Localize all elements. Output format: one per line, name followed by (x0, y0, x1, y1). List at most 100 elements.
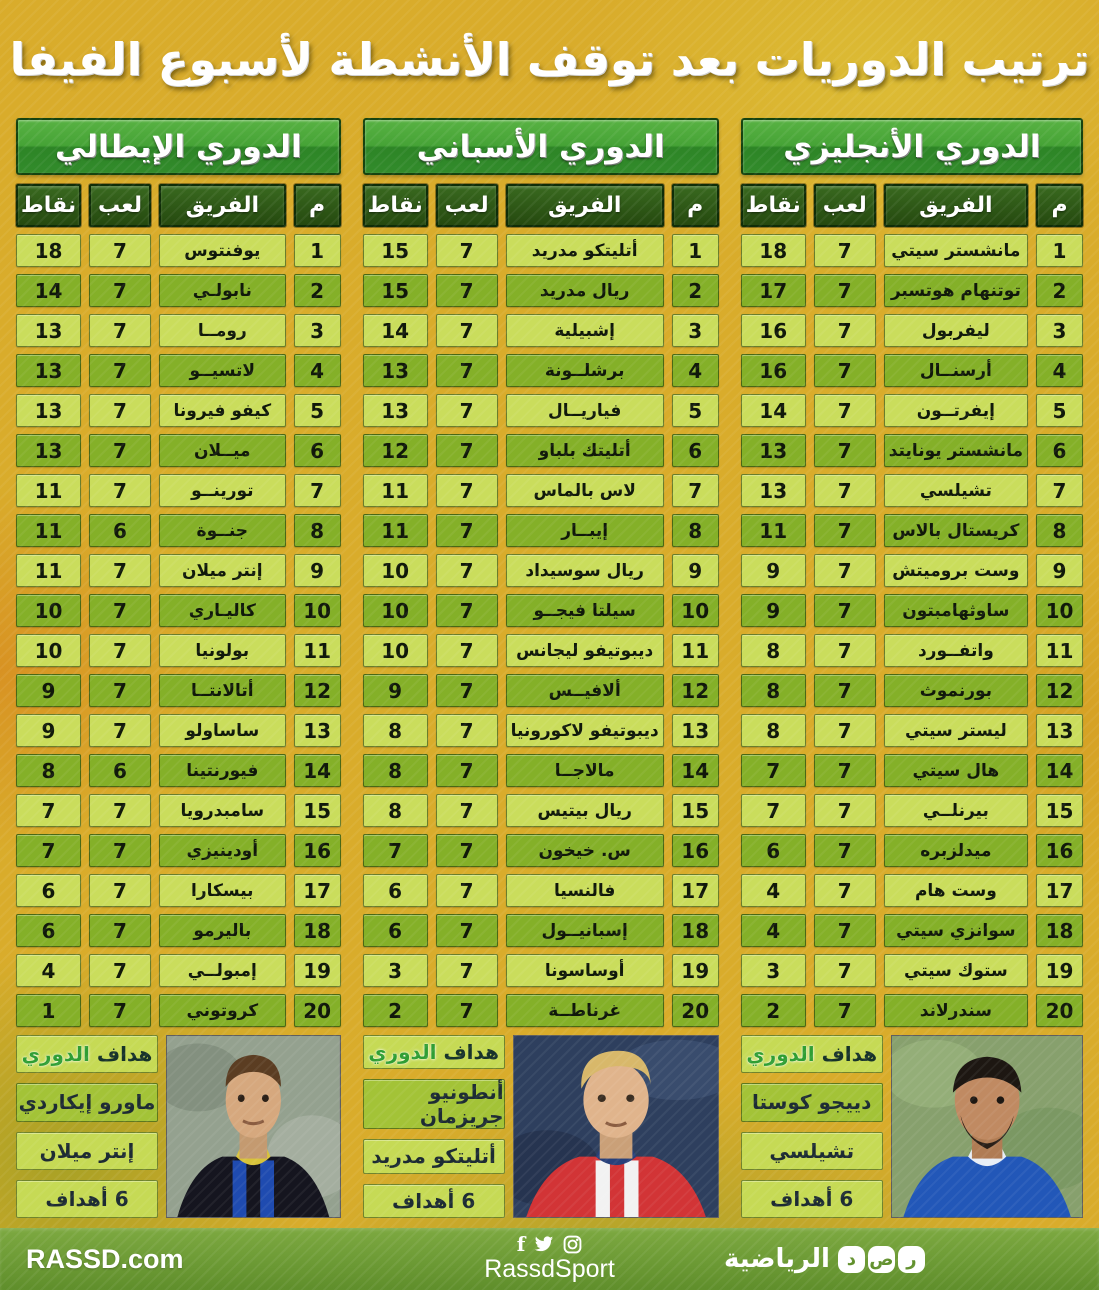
team-cell: س. خيخون (505, 834, 664, 867)
table-row: 10 كاليـاري 7 10 (16, 594, 341, 627)
table-row: 3 إشبيلية 7 14 (362, 314, 719, 347)
rank-cell: 4 (671, 354, 719, 387)
scorer-heading-word1: هداف (96, 1042, 153, 1067)
played-cell: 7 (813, 674, 876, 707)
rank-cell: 20 (671, 994, 719, 1027)
rank-cell: 16 (671, 834, 719, 867)
table-row: 2 ريال مدريد 7 15 (362, 274, 719, 307)
rank-cell: 9 (671, 554, 719, 587)
rank-cell: 10 (1036, 594, 1083, 627)
rank-cell: 10 (671, 594, 719, 627)
table-row: 13 ساساولو 7 9 (16, 714, 341, 747)
column-header-points: نقاط (362, 184, 428, 227)
instagram-icon (563, 1235, 582, 1253)
rank-cell: 7 (1036, 474, 1083, 507)
league-panel-spanish: الدوري الأسباني م الفريق لعب نقاط 1 أتليت… (362, 118, 719, 1218)
team-cell: إنتر ميلان (159, 554, 286, 587)
scorer-heading: هداف الدوري (16, 1035, 158, 1074)
rank-cell: 16 (293, 834, 341, 867)
played-cell: 7 (89, 794, 151, 827)
team-cell: وست هام (883, 874, 1028, 907)
rank-cell: 1 (293, 234, 341, 267)
rank-cell: 15 (293, 794, 341, 827)
points-cell: 16 (740, 354, 806, 387)
twitter-icon (535, 1235, 554, 1251)
league-title: الدوري الإيطالي (16, 118, 341, 175)
team-cell: إمبولــي (159, 954, 286, 987)
brand-letter-boxes: ر ص د (837, 1245, 925, 1273)
rank-cell: 7 (671, 474, 719, 507)
rank-cell: 4 (293, 354, 341, 387)
site-url: RASSD.com (26, 1243, 184, 1274)
team-cell: أتليتك بلباو (505, 434, 664, 467)
points-cell: 8 (16, 754, 81, 787)
team-cell: باليرمو (159, 914, 286, 947)
points-cell: 10 (362, 554, 428, 587)
points-cell: 8 (362, 754, 428, 787)
team-cell: أوساسونا (505, 954, 664, 987)
rank-cell: 2 (1036, 274, 1083, 307)
team-cell: برشلــونة (505, 354, 664, 387)
played-cell: 7 (89, 354, 151, 387)
team-cell: هال سيتي (883, 754, 1028, 787)
points-cell: 13 (362, 354, 428, 387)
rank-cell: 19 (1036, 954, 1083, 987)
brand-letter: ص (867, 1245, 895, 1273)
played-cell: 7 (813, 314, 876, 347)
team-cell: لاس بالماس (505, 474, 664, 507)
table-row: 7 لاس بالماس 7 11 (362, 474, 719, 507)
played-cell: 7 (813, 874, 876, 907)
points-cell: 11 (740, 514, 806, 547)
footer-bar: RASSD.com f RassdSport ر ص د الرياضية (0, 1228, 1099, 1290)
team-cell: يوفنتوس (159, 234, 286, 267)
played-cell: 7 (89, 714, 151, 747)
rank-cell: 16 (1036, 834, 1083, 867)
table-row: 11 بولونيا 7 10 (16, 634, 341, 667)
team-cell: سوانزي سيتي (883, 914, 1028, 947)
rank-cell: 8 (671, 514, 719, 547)
team-cell: ديبوتيفو ليجانس (505, 634, 664, 667)
team-cell: أودينيزي (159, 834, 286, 867)
rank-cell: 17 (293, 874, 341, 907)
played-cell: 7 (89, 274, 151, 307)
played-cell: 7 (813, 914, 876, 947)
played-cell: 7 (435, 514, 498, 547)
team-cell: بولونيا (159, 634, 286, 667)
played-cell: 7 (813, 434, 876, 467)
rank-cell: 11 (293, 634, 341, 667)
table-row: 20 سندرلاند 7 2 (740, 994, 1083, 1027)
table-row: 4 لاتسيــو 7 13 (16, 354, 341, 387)
team-cell: إشبيلية (505, 314, 664, 347)
table-row: 4 أرسنــال 7 16 (740, 354, 1083, 387)
column-header-played: لعب (89, 184, 151, 227)
team-cell: نابولـي (159, 274, 286, 307)
rank-cell: 12 (1036, 674, 1083, 707)
rank-cell: 20 (293, 994, 341, 1027)
facebook-icon: f (516, 1232, 526, 1256)
team-cell: أرسنــال (883, 354, 1028, 387)
points-cell: 12 (362, 434, 428, 467)
team-cell: ديبوتيفو لاكورونيا (505, 714, 664, 747)
played-cell: 7 (813, 234, 876, 267)
rank-cell: 2 (293, 274, 341, 307)
points-cell: 13 (16, 394, 81, 427)
table-row: 14 فيورنتينا 6 8 (16, 754, 341, 787)
team-cell: سيلتا فيجــو (505, 594, 664, 627)
team-cell: مانشستر سيتي (883, 234, 1028, 267)
team-cell: ميدلزبره (883, 834, 1028, 867)
played-cell: 7 (435, 354, 498, 387)
team-cell: إيبــار (505, 514, 664, 547)
team-cell: فيورنتينا (159, 754, 286, 787)
rank-cell: 14 (1036, 754, 1083, 787)
played-cell: 7 (89, 874, 151, 907)
column-header-played: لعب (435, 184, 498, 227)
table-row: 14 هال سيتي 7 7 (740, 754, 1083, 787)
points-cell: 6 (362, 914, 428, 947)
column-header-rank: م (1036, 184, 1083, 227)
player-photo (890, 1035, 1083, 1218)
table-row: 8 جنــوة 6 11 (16, 514, 341, 547)
played-cell: 7 (813, 714, 876, 747)
brand-letter: ر (897, 1245, 925, 1273)
table-row: 17 فالنسيا 7 6 (362, 874, 719, 907)
points-cell: 7 (362, 834, 428, 867)
